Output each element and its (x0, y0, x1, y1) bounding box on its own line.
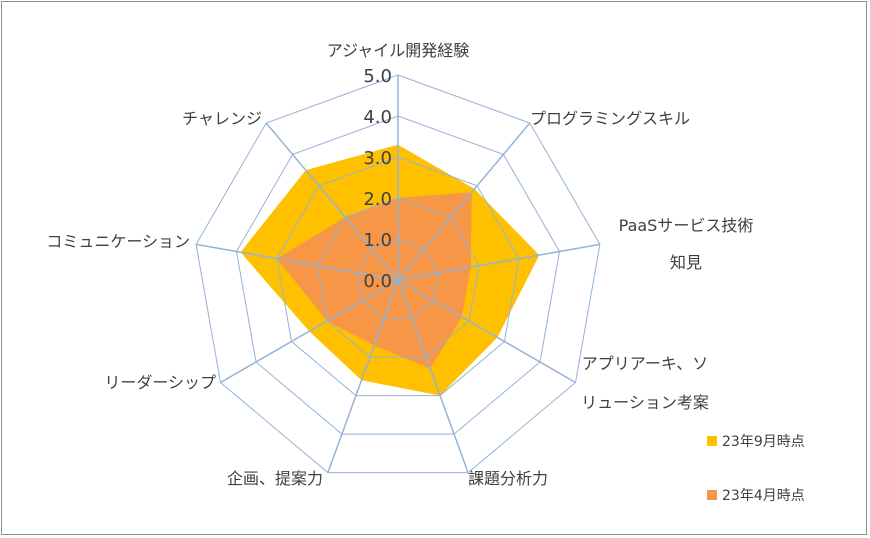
category-label: アジャイル開発経験 (327, 41, 470, 60)
axis-spoke-5 (397, 279, 469, 473)
legend-label: 23年9月時点 (722, 434, 805, 450)
grid-ring-2 (316, 197, 480, 358)
tick-label: 1.0 (363, 230, 392, 251)
category-label: プログラミングスキル (530, 109, 690, 128)
axis-spoke-2 (397, 122, 531, 281)
category-label: リーダーシップ (104, 373, 216, 392)
category-label: 知見 (670, 253, 702, 272)
grid-ring-4 (235, 115, 561, 435)
axis-spoke-8 (195, 243, 399, 281)
grid-ring-5 (195, 74, 601, 474)
tick-label: 4.0 (363, 107, 392, 128)
tick-label: 0.0 (363, 271, 392, 292)
category-label: リューション考案 (581, 393, 709, 412)
axis-spoke-3 (397, 243, 601, 281)
category-label: PaaSサービス技術 (619, 216, 754, 235)
category-label: 課題分析力 (468, 469, 548, 488)
legend-swatch (707, 436, 717, 446)
legend-swatch (707, 490, 717, 500)
tick-label: 2.0 (363, 189, 392, 210)
axis-spoke-6 (327, 279, 399, 473)
tick-label: 5.0 (363, 66, 392, 87)
category-label: コミュニケーション (46, 232, 190, 251)
axis-spoke-9 (265, 122, 399, 281)
category-label: アプリアーキ、ソ (582, 354, 708, 373)
category-label: 企画、提案力 (227, 469, 323, 488)
series-area-2 (276, 192, 472, 369)
axis-spoke-4 (397, 279, 576, 384)
legend-label: 23年4月時点 (722, 488, 805, 504)
grid-ring-3 (276, 156, 520, 397)
axis-spoke-7 (220, 279, 399, 384)
grid-ring-1 (357, 238, 439, 319)
tick-label: 3.0 (363, 148, 392, 169)
category-label: チャレンジ (182, 109, 262, 128)
